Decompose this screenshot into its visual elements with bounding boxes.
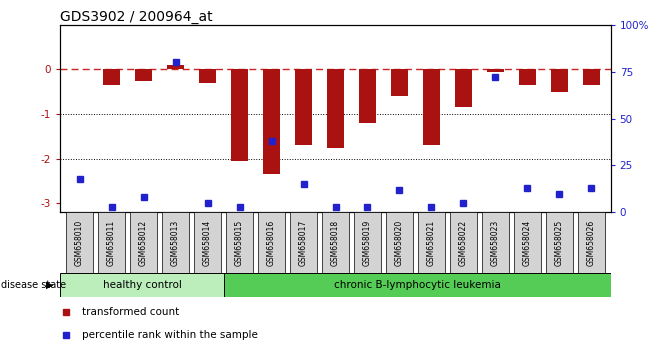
FancyBboxPatch shape bbox=[514, 212, 541, 273]
Text: GSM658020: GSM658020 bbox=[395, 219, 404, 266]
Bar bbox=[455, 69, 472, 107]
FancyBboxPatch shape bbox=[162, 212, 189, 273]
Bar bbox=[135, 69, 152, 81]
Text: disease state: disease state bbox=[1, 280, 66, 290]
FancyBboxPatch shape bbox=[386, 212, 413, 273]
Bar bbox=[327, 69, 344, 148]
Bar bbox=[423, 69, 440, 145]
Text: GSM658016: GSM658016 bbox=[267, 219, 276, 266]
Bar bbox=[582, 69, 601, 85]
Bar bbox=[103, 69, 120, 85]
FancyBboxPatch shape bbox=[258, 212, 285, 273]
FancyBboxPatch shape bbox=[223, 273, 611, 297]
FancyBboxPatch shape bbox=[291, 212, 317, 273]
Bar bbox=[167, 65, 185, 69]
Text: GSM658013: GSM658013 bbox=[171, 219, 180, 266]
Bar bbox=[519, 69, 536, 85]
Bar bbox=[486, 69, 504, 72]
FancyBboxPatch shape bbox=[418, 212, 445, 273]
Text: GSM658026: GSM658026 bbox=[587, 219, 596, 266]
Text: GSM658024: GSM658024 bbox=[523, 219, 532, 266]
Text: GSM658012: GSM658012 bbox=[139, 219, 148, 266]
FancyBboxPatch shape bbox=[482, 212, 509, 273]
FancyBboxPatch shape bbox=[354, 212, 380, 273]
FancyBboxPatch shape bbox=[578, 212, 605, 273]
FancyBboxPatch shape bbox=[322, 212, 349, 273]
FancyBboxPatch shape bbox=[450, 212, 476, 273]
Text: healthy control: healthy control bbox=[103, 280, 181, 290]
FancyBboxPatch shape bbox=[60, 273, 223, 297]
Text: GSM658019: GSM658019 bbox=[363, 219, 372, 266]
Text: GSM658015: GSM658015 bbox=[235, 219, 244, 266]
Text: GSM658010: GSM658010 bbox=[75, 219, 84, 266]
Text: GSM658023: GSM658023 bbox=[491, 219, 500, 266]
Bar bbox=[359, 69, 376, 123]
Text: GSM658011: GSM658011 bbox=[107, 219, 116, 266]
Bar bbox=[263, 69, 280, 175]
Text: GSM658025: GSM658025 bbox=[555, 219, 564, 266]
Text: GSM658018: GSM658018 bbox=[331, 219, 340, 266]
Text: GSM658014: GSM658014 bbox=[203, 219, 212, 266]
Bar bbox=[199, 69, 216, 83]
Text: GDS3902 / 200964_at: GDS3902 / 200964_at bbox=[60, 10, 213, 24]
Text: transformed count: transformed count bbox=[83, 307, 180, 318]
Bar bbox=[295, 69, 312, 145]
Bar bbox=[391, 69, 408, 96]
FancyBboxPatch shape bbox=[195, 212, 221, 273]
Text: percentile rank within the sample: percentile rank within the sample bbox=[83, 330, 258, 341]
FancyBboxPatch shape bbox=[226, 212, 253, 273]
Text: GSM658017: GSM658017 bbox=[299, 219, 308, 266]
Bar bbox=[231, 69, 248, 161]
Bar bbox=[551, 69, 568, 92]
FancyBboxPatch shape bbox=[546, 212, 572, 273]
FancyBboxPatch shape bbox=[99, 212, 125, 273]
Text: chronic B-lymphocytic leukemia: chronic B-lymphocytic leukemia bbox=[333, 280, 501, 290]
FancyBboxPatch shape bbox=[66, 212, 93, 273]
Text: ▶: ▶ bbox=[46, 280, 53, 290]
Text: GSM658021: GSM658021 bbox=[427, 219, 436, 266]
FancyBboxPatch shape bbox=[130, 212, 156, 273]
Text: GSM658022: GSM658022 bbox=[459, 219, 468, 266]
